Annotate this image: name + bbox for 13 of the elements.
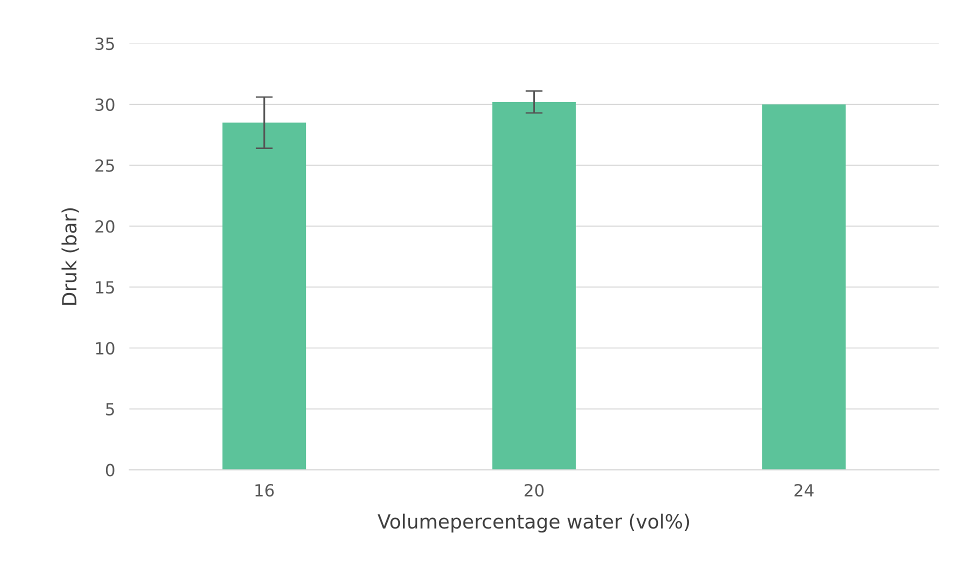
y-tick-label: 10 (96, 342, 114, 355)
y-tick-label: 5 (106, 403, 114, 416)
x-tick-label: 20 (524, 484, 544, 497)
x-axis-title: Volumepercentage water (vol%) (378, 514, 690, 533)
y-tick-label: 0 (106, 464, 114, 476)
x-tick-label: 16 (255, 484, 274, 497)
y-tick-label: 35 (96, 37, 114, 50)
y-axis-title: Druk (bar) (62, 208, 79, 305)
y-tick-label: 20 (95, 220, 114, 233)
y-tick-label: 15 (96, 281, 114, 294)
y-tick-label: 25 (95, 159, 114, 172)
x-tick-label: 24 (794, 484, 814, 496)
y-tick-label: 30 (96, 98, 114, 111)
